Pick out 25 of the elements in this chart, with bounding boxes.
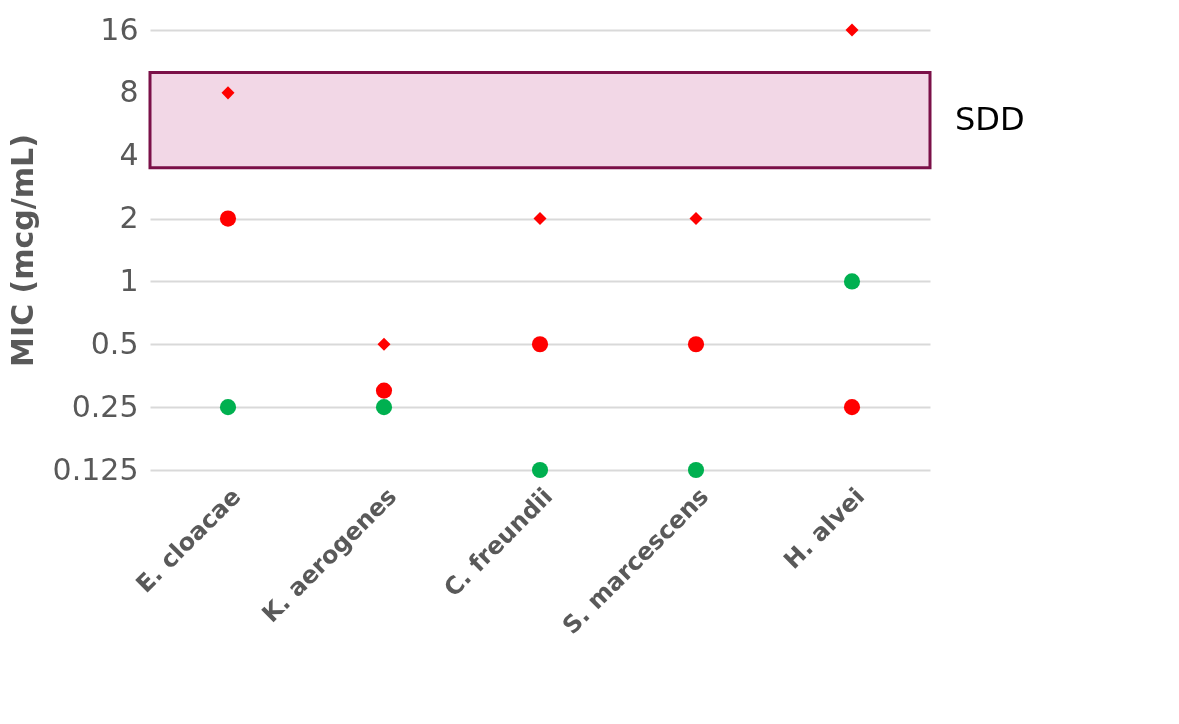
band-label: SDD bbox=[955, 100, 1025, 139]
y-tick-label: 16 bbox=[100, 11, 139, 47]
y-tick-label: 0.25 bbox=[71, 388, 139, 424]
y-axis-title: MIC (mcg/mL) bbox=[4, 134, 40, 367]
point bbox=[845, 23, 859, 37]
point bbox=[843, 399, 861, 416]
point bbox=[219, 399, 237, 416]
y-tick-label: 0.5 bbox=[90, 325, 139, 361]
y-tick-label: 1 bbox=[119, 262, 139, 298]
point bbox=[375, 399, 393, 416]
y-tick-label: 0.125 bbox=[52, 451, 139, 487]
y-tick-label: 2 bbox=[119, 200, 139, 236]
point bbox=[531, 336, 549, 353]
point bbox=[689, 212, 703, 226]
point bbox=[375, 382, 393, 399]
point bbox=[221, 86, 235, 100]
point bbox=[533, 212, 547, 226]
point bbox=[687, 336, 705, 353]
point bbox=[219, 210, 237, 227]
y-tick-label: 8 bbox=[119, 74, 139, 110]
point bbox=[843, 273, 861, 290]
point bbox=[531, 461, 549, 479]
point bbox=[687, 461, 705, 479]
point bbox=[377, 337, 391, 351]
y-tick-label: 4 bbox=[119, 137, 139, 173]
